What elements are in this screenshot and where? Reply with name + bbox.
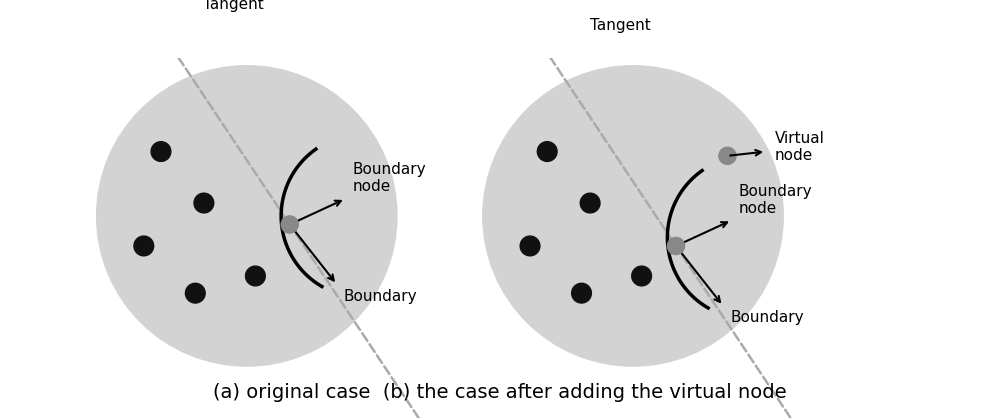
Circle shape <box>134 236 154 256</box>
Circle shape <box>483 66 783 366</box>
Circle shape <box>151 142 171 161</box>
Circle shape <box>520 236 540 256</box>
Circle shape <box>537 142 557 161</box>
Text: Boundary
node: Boundary node <box>739 184 812 216</box>
Text: Virtual
node: Virtual node <box>775 131 825 163</box>
Circle shape <box>281 216 298 233</box>
Text: Boundary: Boundary <box>730 310 804 325</box>
Circle shape <box>719 147 736 164</box>
Circle shape <box>194 193 214 213</box>
Circle shape <box>667 238 685 254</box>
Circle shape <box>246 266 265 286</box>
Text: (a) original case  (b) the case after adding the virtual node: (a) original case (b) the case after add… <box>213 383 787 402</box>
Text: Tangent: Tangent <box>203 0 264 12</box>
Circle shape <box>632 266 651 286</box>
Circle shape <box>572 283 591 303</box>
Text: Tangent: Tangent <box>590 18 650 33</box>
Text: Boundary: Boundary <box>344 289 417 304</box>
Text: Boundary
node: Boundary node <box>352 162 426 194</box>
Circle shape <box>580 193 600 213</box>
Circle shape <box>97 66 397 366</box>
Circle shape <box>185 283 205 303</box>
